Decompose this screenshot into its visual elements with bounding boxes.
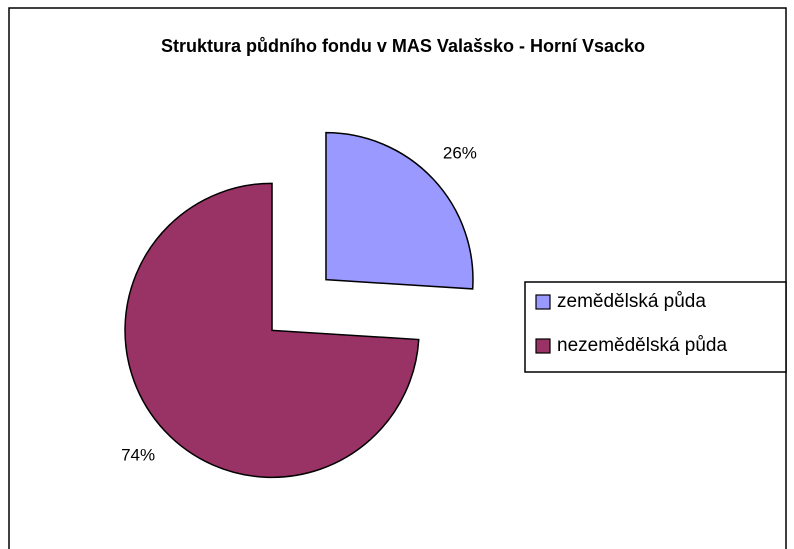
pie-slice [124,182,420,479]
legend-label: nezemědělská půda [557,335,727,356]
chart-title: Struktura půdního fondu v MAS Valašsko -… [160,36,646,56]
legend-box [524,281,787,373]
legend-label: zemědělská půda [557,291,706,312]
legend-swatch [535,294,551,310]
pie-slice [325,131,474,290]
legend-swatch [535,338,551,354]
data-label: 26% [443,143,477,162]
data-label: 74% [121,446,155,465]
